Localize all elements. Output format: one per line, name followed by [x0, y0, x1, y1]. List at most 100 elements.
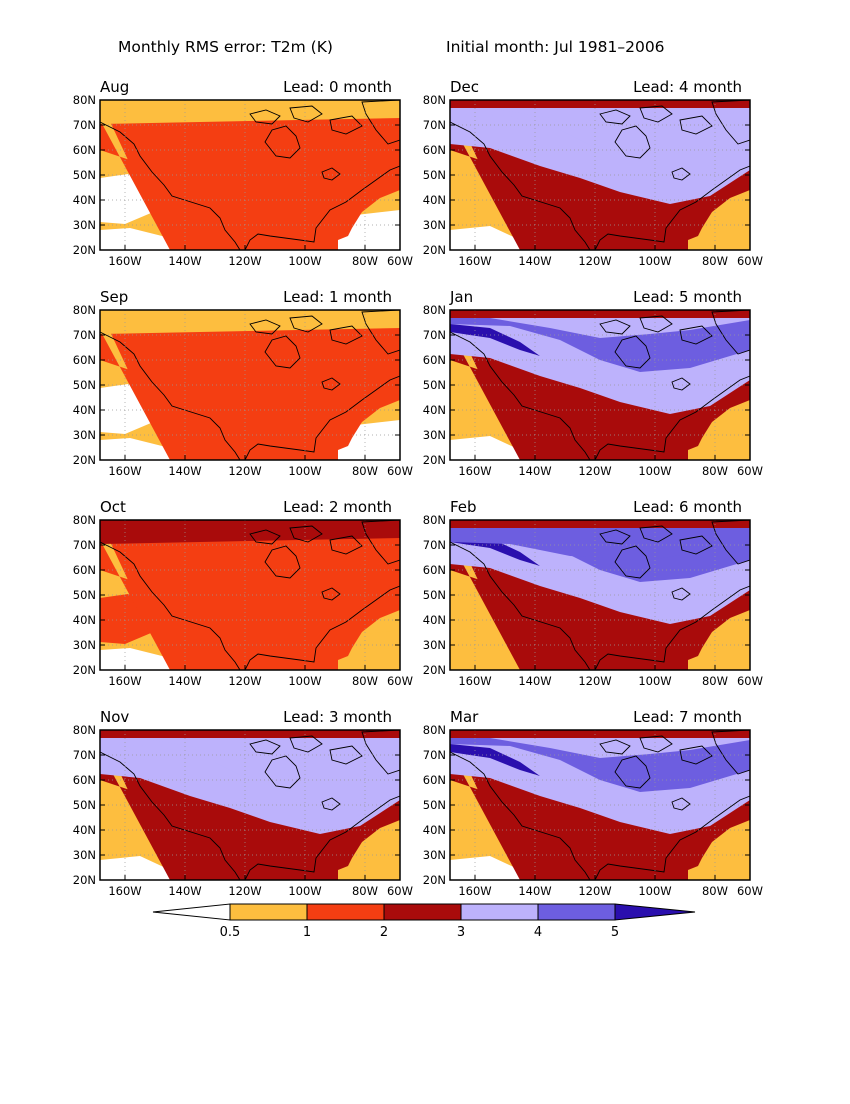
arctic-island [599, 739, 631, 755]
panel-month-label: Oct [100, 498, 126, 516]
lat-tick-label: 40N [423, 403, 446, 417]
lat-tick-label: 80N [423, 303, 446, 317]
arctic-island [289, 105, 323, 123]
colorbar-segment [229, 903, 308, 921]
lon-tick-label: 80W [702, 254, 728, 268]
arctic-island [599, 529, 631, 545]
lon-tick-label: 160W [108, 464, 141, 478]
lon-tick-label: 80W [352, 884, 378, 898]
arctic-red [450, 520, 750, 528]
lon-tick-label: 120W [578, 884, 611, 898]
lon-tick-label: 100W [638, 464, 671, 478]
graticule [100, 520, 400, 670]
lat-tick-label: 20N [73, 663, 96, 677]
arctic-island [289, 315, 323, 333]
arctic-island [249, 109, 281, 125]
panel-lead-label: Lead: 5 month [633, 288, 742, 306]
lat-tick-label: 40N [73, 193, 96, 207]
coastline-south [594, 165, 750, 250]
great-lakes [321, 587, 341, 601]
graticule [450, 730, 750, 880]
lon-tick-label: 120W [578, 254, 611, 268]
greenland [711, 520, 750, 565]
hudson-bay [614, 755, 651, 789]
lat-tick-label: 70N [73, 538, 96, 552]
map-panel-jan: 80N 70N 60N 50N 40N 30N 20N 160W 140W 120W 100W 80W… [423, 288, 763, 478]
arctic-island [329, 115, 363, 135]
coastline-west [450, 541, 591, 670]
coastline-south [594, 585, 750, 670]
arctic-island [679, 325, 713, 345]
interior-mid [450, 734, 750, 792]
lon-tick-label: 140W [168, 884, 201, 898]
lat-tick-label: 80N [423, 513, 446, 527]
lon-tick-label: 60W [387, 674, 413, 688]
land-field [100, 520, 400, 670]
hudson-bay [614, 125, 651, 159]
lon-tick-label: 120W [578, 464, 611, 478]
lon-tick-label: 80W [352, 464, 378, 478]
lon-tick-label: 100W [638, 254, 671, 268]
colorbar-label: 5 [611, 925, 619, 940]
panel-lead-label: Lead: 6 month [633, 498, 742, 516]
arctic-island [329, 535, 363, 555]
lat-tick-label: 40N [73, 403, 96, 417]
hudson-bay [264, 125, 301, 159]
hudson-bay [614, 335, 651, 369]
coastline-west [450, 751, 591, 880]
arctic-red [100, 730, 400, 738]
coastline-south [244, 375, 400, 460]
lon-tick-label: 160W [108, 674, 141, 688]
lat-tick-label: 70N [423, 748, 446, 762]
interior-mid [450, 314, 750, 372]
arctic-band [100, 520, 400, 544]
land-field [100, 100, 400, 250]
lon-tick-label: 80W [702, 884, 728, 898]
graticule [100, 730, 400, 880]
coastline-west [100, 121, 241, 250]
arctic-island [679, 535, 713, 555]
map-field [100, 520, 400, 670]
lat-tick-label: 70N [73, 748, 96, 762]
lon-tick-label: 100W [288, 464, 321, 478]
figure-title-right: Initial month: Jul 1981–2006 [446, 38, 665, 56]
lon-tick-label: 140W [168, 254, 201, 268]
panel-lead-label: Lead: 2 month [283, 498, 392, 516]
lon-tick-label: 60W [737, 254, 763, 268]
lat-tick-label: 20N [73, 453, 96, 467]
map-panel-oct: 80N 70N 60N 50N 40N 30N 20N 160W 140W 120W 100W 80W… [73, 498, 413, 688]
lat-tick-label: 60N [423, 563, 446, 577]
lat-tick-label: 70N [73, 118, 96, 132]
lat-tick-label: 30N [73, 848, 96, 862]
lat-tick-label: 50N [423, 588, 446, 602]
great-lakes [321, 797, 341, 811]
map-field [100, 730, 400, 880]
lon-tick-label: 100W [638, 674, 671, 688]
lat-tick-label: 80N [73, 303, 96, 317]
map-field [100, 100, 400, 250]
graticule [450, 520, 750, 670]
arctic-island [289, 525, 323, 543]
coastline-west [100, 331, 241, 460]
lat-tick-label: 70N [423, 118, 446, 132]
greenland [361, 520, 400, 565]
lat-tick-label: 50N [73, 168, 96, 182]
lat-tick-label: 80N [423, 723, 446, 737]
lon-tick-label: 100W [288, 674, 321, 688]
colorbar-label: 1 [303, 925, 311, 940]
panel-lead-label: Lead: 7 month [633, 708, 742, 726]
lon-tick-label: 160W [458, 884, 491, 898]
lon-tick-label: 160W [108, 254, 141, 268]
colorbar-over [614, 903, 696, 921]
lat-tick-label: 30N [423, 638, 446, 652]
lat-tick-label: 50N [73, 378, 96, 392]
great-lakes [321, 167, 341, 181]
arctic-island [639, 105, 673, 123]
arctic-red [450, 730, 750, 738]
lat-tick-label: 50N [423, 798, 446, 812]
colorbar-label: 0.5 [220, 925, 241, 940]
lat-tick-label: 70N [73, 328, 96, 342]
greenland [711, 730, 750, 775]
panel-month-label: Mar [450, 708, 479, 726]
graticule [450, 100, 750, 250]
